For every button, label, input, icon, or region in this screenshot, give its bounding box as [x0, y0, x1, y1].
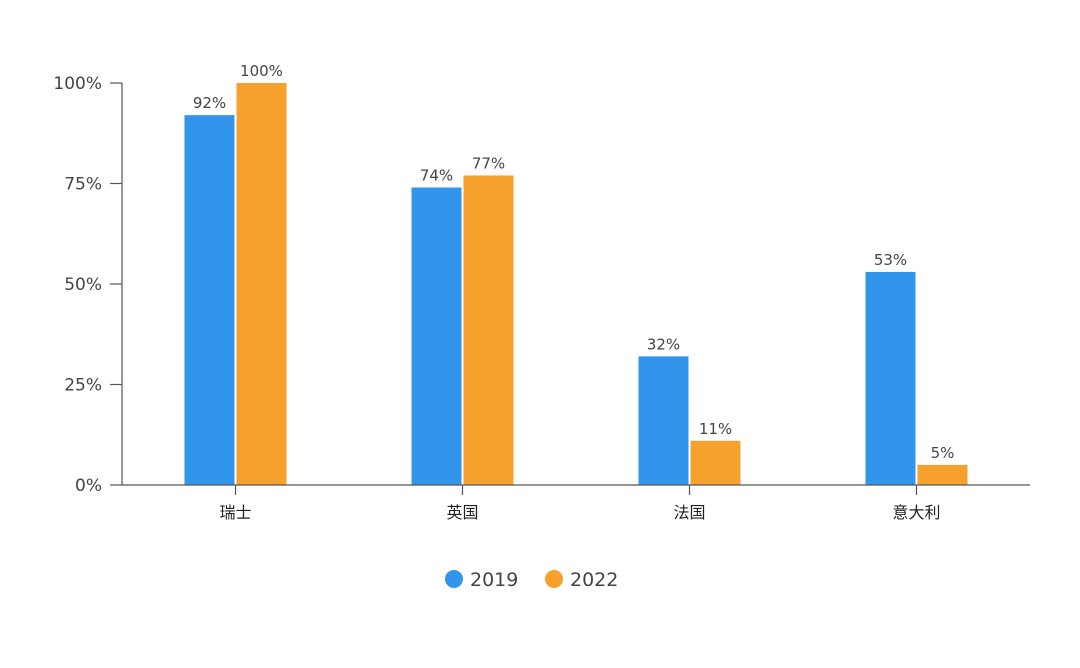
data-label: 5%	[931, 444, 955, 462]
x-tick-label: 英国	[446, 503, 478, 522]
bar-2022-0	[236, 83, 287, 485]
bar-2022-2	[690, 440, 741, 485]
legend-label: 2022	[570, 569, 618, 591]
y-tick-label: 50%	[64, 275, 102, 295]
x-tick-label: 法国	[673, 503, 705, 522]
bar-2019-0	[184, 115, 235, 485]
data-label: 53%	[874, 251, 907, 269]
data-label: 32%	[647, 335, 680, 353]
data-label: 92%	[193, 94, 226, 112]
x-axis: 瑞士 英国 法国 意大利	[122, 484, 1030, 522]
bars: 92% 100% 74% 77% 32% 11% 53% 5%	[184, 62, 968, 485]
bar-2022-3	[917, 464, 968, 485]
legend: 2019 2022	[445, 569, 618, 591]
x-tick-label: 意大利	[892, 503, 940, 522]
legend-marker	[545, 570, 563, 588]
legend-label: 2019	[470, 569, 518, 591]
bar-2022-1	[463, 175, 514, 485]
y-axis: 0% 25% 50% 75% 100%	[53, 74, 123, 496]
bar-2019-3	[865, 271, 916, 485]
legend-item-2022[interactable]: 2022	[545, 569, 618, 591]
bar-2019-2	[638, 356, 689, 485]
legend-marker	[445, 570, 463, 588]
data-label: 74%	[420, 167, 453, 185]
x-tick-label: 瑞士	[219, 503, 251, 522]
bar-2019-1	[411, 187, 462, 485]
y-tick-label: 100%	[53, 74, 102, 94]
data-label: 100%	[240, 62, 283, 80]
legend-item-2019[interactable]: 2019	[445, 569, 518, 591]
y-tick-label: 25%	[64, 376, 102, 396]
data-label: 11%	[699, 420, 732, 438]
y-tick-label: 0%	[75, 476, 102, 496]
data-label: 77%	[472, 154, 505, 172]
y-tick-label: 75%	[64, 175, 102, 195]
